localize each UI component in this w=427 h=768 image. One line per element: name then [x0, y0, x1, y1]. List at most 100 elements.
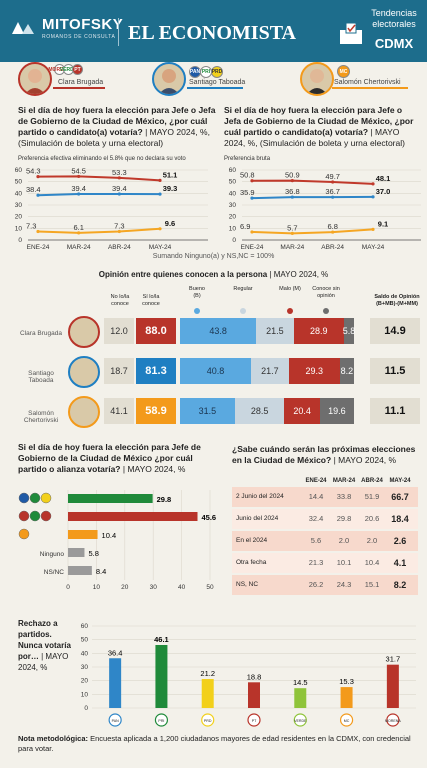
- mitofsky-logo-sub: ROMANOS DE CONSULTA: [42, 34, 116, 40]
- bar: [386, 664, 399, 708]
- table-header: ABR-24: [361, 478, 383, 484]
- cell-malo: 20.4: [284, 398, 320, 424]
- x-tick-label: ABR-24: [108, 244, 131, 251]
- data-label: 50.9: [285, 171, 300, 180]
- data-label: 51.1: [163, 170, 178, 179]
- party-logo-icon: [293, 713, 307, 727]
- data-point: [158, 227, 162, 231]
- y-tick-label: 40: [229, 190, 237, 197]
- q1-title: Si el día de hoy fuera la elección para …: [18, 105, 216, 148]
- q4-title: ¿Sabe cuándo serán las próximas eleccion…: [232, 444, 416, 465]
- table-header: MAY-24: [389, 478, 411, 484]
- col-no-conoce: No lo/la conoce: [110, 294, 130, 307]
- data-point: [331, 195, 335, 199]
- data-point: [117, 176, 121, 180]
- bar-value: 5.8: [88, 549, 98, 558]
- series-line: [251, 195, 374, 200]
- data-label: 6.9: [240, 222, 250, 231]
- data-label: 54.5: [71, 166, 86, 175]
- y-tick-label: 50: [15, 179, 23, 186]
- candidate-photo-taboada: [152, 62, 186, 96]
- data-label: 7.3: [114, 221, 124, 230]
- table-cell: 20.6: [364, 514, 380, 523]
- party-logo-icon: [40, 510, 52, 522]
- bar: [201, 679, 214, 708]
- pt-logo-icon: PT: [72, 64, 83, 75]
- x-tick-label: ENE-24: [241, 244, 264, 251]
- mitofsky-logo-icon: [10, 18, 36, 42]
- cell-si-conoce: 58.9: [136, 398, 176, 424]
- data-point: [77, 231, 81, 235]
- y-tick-label: 0: [84, 705, 88, 712]
- y-tick-label: 20: [15, 214, 23, 221]
- row-label: Otra fecha: [236, 559, 267, 566]
- prd-logo-icon: PRD: [211, 66, 223, 78]
- data-label: 54.3: [26, 167, 41, 176]
- col-regular: Regular: [233, 286, 253, 292]
- y-tick-label: 50: [229, 179, 237, 186]
- party-logo-icon: [18, 492, 30, 504]
- data-point: [290, 179, 294, 183]
- table-cell: 51.9: [364, 492, 380, 501]
- table-cell: 4.1: [393, 558, 407, 568]
- data-label: 39.4: [112, 184, 127, 193]
- bar-value: 29.8: [157, 495, 172, 504]
- cell-malo: 29.3: [288, 358, 340, 384]
- table-header: MAR-24: [332, 478, 356, 484]
- cell-bueno: 40.8: [180, 358, 251, 384]
- data-point: [158, 192, 162, 196]
- cell-bueno: 43.8: [180, 318, 257, 344]
- data-point: [250, 230, 254, 234]
- party-logo-icon: [18, 528, 30, 540]
- cell-bueno: 31.5: [180, 398, 235, 424]
- data-point: [77, 192, 81, 196]
- regular-dot-icon: [240, 308, 246, 314]
- bar-value: 10.4: [102, 531, 117, 540]
- party-label: PRD: [204, 719, 212, 723]
- cell-no-conoce: 12.0: [104, 318, 134, 344]
- sum-footnote: Sumando Ninguno(a) y NS,NC = 100%: [152, 253, 275, 260]
- opinion-candidate-photo: [68, 356, 100, 388]
- data-point: [158, 178, 162, 182]
- col-saldo: Saldo de Opinión (B+MB)-(M+MM): [374, 294, 420, 307]
- bueno-dot-icon: [194, 308, 200, 314]
- table-cell: 10.4: [364, 558, 380, 567]
- data-label: 50.8: [240, 171, 255, 180]
- cell-sin-opinion: 19.6: [319, 398, 354, 424]
- opinion-title: Opinión entre quienes conocen a la perso…: [98, 270, 329, 279]
- x-tick-label: ENE-24: [27, 244, 50, 251]
- table-cell: 10.1: [336, 558, 352, 567]
- bar: [248, 682, 260, 708]
- y-tick-label: 40: [15, 190, 23, 197]
- x-tick-label: 20: [121, 584, 129, 591]
- y-tick-label: 30: [15, 202, 23, 209]
- bar-value: 15.3: [339, 677, 354, 686]
- opinion-candidate-photo: [68, 396, 100, 428]
- bar: [155, 644, 168, 708]
- table-cell: 2.0: [338, 536, 350, 545]
- data-point: [36, 175, 40, 179]
- cell-saldo: 11.5: [370, 358, 420, 384]
- cell-regular: 21.5: [256, 318, 294, 344]
- series-line: [37, 175, 161, 182]
- y-tick-label: 50: [81, 637, 89, 644]
- q1-subtitle: Preferencia efectiva eliminando el 5.8% …: [18, 156, 186, 162]
- cell-no-conoce: 18.7: [104, 358, 134, 384]
- series-line: [251, 179, 374, 185]
- legend-line-brugada: [53, 87, 105, 89]
- data-point: [371, 182, 375, 186]
- bar-value: 31.7: [386, 655, 401, 664]
- series-line: [251, 228, 374, 235]
- data-label: 38.4: [26, 185, 41, 194]
- party-label: PT: [252, 719, 257, 723]
- bar: [68, 566, 92, 575]
- y-tick-label: 10: [229, 225, 237, 232]
- q2-subtitle: Preferencia bruta: [224, 156, 271, 162]
- y-tick-label: 10: [81, 691, 89, 698]
- party-label: PRI: [158, 719, 164, 723]
- pri-logo-icon: PRI: [200, 66, 212, 78]
- header-divider: [118, 18, 119, 46]
- bar-label: NS/NC: [44, 569, 65, 576]
- bar: [68, 512, 198, 521]
- party-label: VERDE: [294, 719, 307, 723]
